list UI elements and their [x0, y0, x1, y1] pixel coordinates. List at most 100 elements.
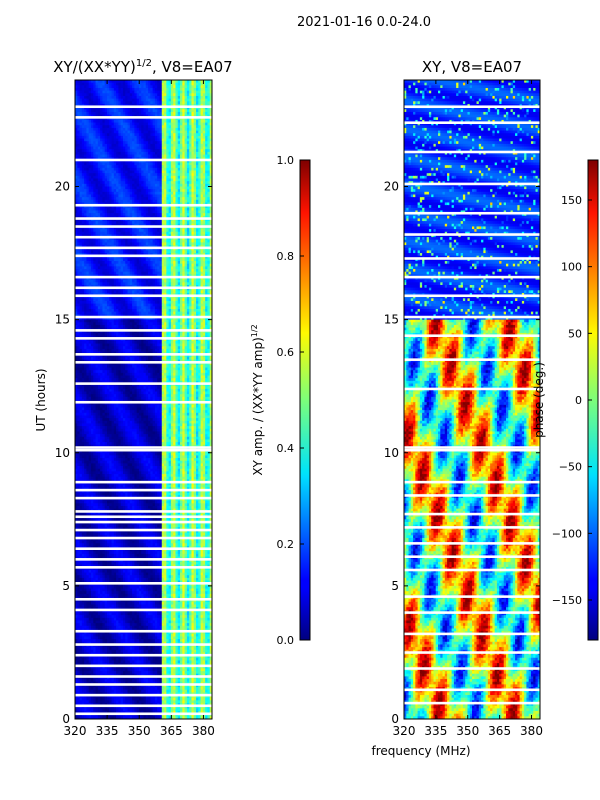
heatmap-cell [186, 122, 190, 126]
heatmap-cell [161, 167, 165, 172]
heatmap-cell [116, 141, 119, 145]
heatmap-cell [159, 189, 163, 193]
heatmap-cell [102, 189, 106, 193]
heatmap-cell [207, 135, 211, 140]
amp-title-suffix: , V8=EA07 [152, 58, 233, 76]
heatmap-cell [77, 122, 81, 126]
heatmap-cell [164, 146, 167, 150]
heatmap-cell [118, 159, 122, 164]
heatmap-cell [196, 210, 199, 214]
heatmap-cell [104, 98, 108, 102]
heatmap-cell [118, 191, 122, 195]
heatmap-cell [209, 167, 213, 172]
heatmap-cell [200, 95, 204, 100]
heatmap-cell [170, 80, 174, 84]
heatmap-cell [157, 138, 160, 142]
heatmap-cell [113, 95, 117, 100]
heatmap-cell [189, 130, 192, 134]
heatmap-cell [177, 207, 181, 211]
heatmap-cell [161, 146, 165, 150]
heatmap-cell [161, 183, 165, 187]
heatmap-cell [95, 125, 99, 129]
heatmap-cell [175, 93, 179, 97]
heatmap-cell [207, 101, 211, 105]
heatmap-cell [161, 159, 165, 164]
heatmap-cell [168, 87, 172, 92]
heatmap-cell [177, 146, 181, 150]
heatmap-cell [77, 127, 81, 132]
heatmap-cell [191, 167, 195, 172]
heatmap-cell [145, 205, 149, 209]
heatmap-cell [77, 183, 81, 187]
heatmap-cell [198, 133, 202, 137]
heatmap-cell [100, 117, 103, 121]
heatmap-cell [184, 127, 188, 132]
heatmap-cell [138, 146, 142, 150]
heatmap-cell [141, 87, 144, 92]
heatmap-cell [177, 85, 181, 89]
heatmap-cell [202, 85, 206, 89]
heatmap-cell [205, 111, 208, 116]
heatmap-cell [145, 199, 149, 203]
heatmap-cell [207, 125, 211, 129]
heatmap-cell [118, 167, 122, 172]
heatmap-cell [129, 127, 133, 132]
heatmap-cell [148, 127, 151, 132]
heatmap-cell [93, 178, 97, 182]
heatmap-cell [148, 183, 151, 187]
heatmap-cell [175, 146, 179, 150]
heatmap-cell [88, 199, 92, 203]
heatmap-cell [129, 197, 133, 201]
heatmap-cell [104, 106, 108, 110]
heatmap-cell [161, 106, 165, 110]
heatmap-cell [88, 205, 92, 209]
heatmap-cell [148, 170, 151, 174]
heatmap-cell [75, 90, 78, 94]
heatmap-cell [116, 122, 119, 126]
heatmap-cell [116, 130, 119, 134]
heatmap-cell [93, 117, 97, 121]
heatmap-cell [102, 159, 106, 164]
heatmap-cell [81, 85, 85, 89]
heatmap-cell [127, 199, 131, 203]
heatmap-cell [77, 111, 81, 116]
heatmap-cell [196, 138, 199, 142]
heatmap-cell [157, 82, 160, 86]
heatmap-cell [196, 101, 199, 105]
heatmap-cell [170, 151, 174, 156]
heatmap-cell [104, 205, 108, 209]
heatmap-cell [154, 127, 158, 132]
heatmap-cell [145, 165, 149, 169]
heatmap-cell [104, 186, 108, 190]
heatmap-cell [186, 95, 190, 100]
heatmap-cell [125, 80, 129, 84]
heatmap-cell [184, 149, 188, 153]
heatmap-cell [116, 178, 119, 182]
heatmap-cell [122, 95, 126, 100]
heatmap-cell [86, 191, 90, 195]
heatmap-cell [182, 159, 186, 164]
heatmap-cell [84, 167, 87, 172]
heatmap-cell [102, 199, 106, 203]
heatmap-cell [81, 175, 85, 180]
heatmap-cell [150, 146, 154, 150]
heatmap-cell [180, 149, 183, 153]
heatmap-cell [84, 205, 87, 209]
heatmap-cell [141, 154, 144, 158]
heatmap-cell [122, 111, 126, 116]
heatmap-cell [102, 80, 106, 84]
heatmap-cell [175, 173, 179, 177]
heatmap-cell [150, 205, 154, 209]
heatmap-cell [145, 125, 149, 129]
heatmap-cell [198, 149, 202, 153]
heatmap-cell [196, 149, 199, 153]
heatmap-cell [106, 111, 110, 116]
heatmap-cell [157, 95, 160, 100]
heatmap-cell [127, 154, 131, 158]
heatmap-cell [81, 162, 85, 166]
heatmap-cell [109, 127, 113, 132]
heatmap-cell [150, 178, 154, 182]
heatmap-cell [150, 197, 154, 201]
heatmap-cell [113, 117, 117, 121]
heatmap-cell [191, 111, 195, 116]
